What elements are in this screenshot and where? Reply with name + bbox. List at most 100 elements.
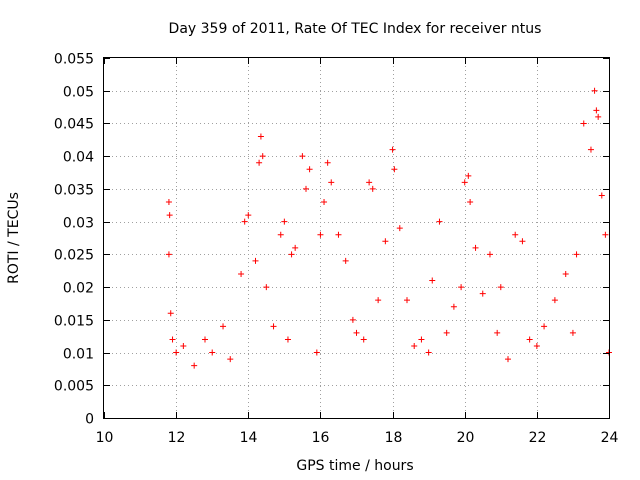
data-point [512,231,519,238]
data-point [169,336,176,343]
x-tick-label: 14 [240,430,258,446]
data-point [256,159,263,166]
data-point [591,87,598,94]
data-point [281,218,288,225]
y-tick-label: 0.025 [54,248,94,264]
data-point [443,329,450,336]
data-point [587,146,594,153]
data-point [252,257,259,264]
axis-ticks [104,58,610,419]
data-point [366,179,373,186]
y-axis-label: ROTI / TECUs [6,192,22,284]
data-point [324,159,331,166]
y-tick-labels: 0 0.005 0.01 0.015 0.02 0.025 0.03 0.035 0.04 0.0… [54,52,94,428]
data-points [165,87,612,369]
data-point [519,238,526,245]
data-point [209,349,216,356]
data-point [573,251,580,258]
plot-frame [103,57,610,419]
data-point [245,212,252,219]
y-tick-label: 0.02 [63,281,94,297]
data-point [411,343,418,349]
data-point [349,316,356,323]
data-point [353,329,360,336]
data-point [202,336,208,343]
y-tick-label: 0.035 [54,183,94,199]
data-point [389,146,396,153]
data-point [429,277,436,284]
data-point [472,244,479,251]
data-point [461,179,468,186]
data-point [288,251,295,258]
data-point [458,284,465,291]
data-point [551,297,558,304]
chart-title: Day 359 of 2011, Rate Of TEC Index for r… [169,21,542,37]
x-tick-label: 12 [168,430,186,446]
data-point [167,310,174,317]
data-point [263,284,270,291]
data-point [391,166,398,173]
data-point [595,113,602,120]
data-point [505,356,511,363]
data-point [292,244,299,251]
data-point [284,336,291,343]
data-point [299,153,306,160]
data-point [335,231,342,238]
data-point [593,107,600,114]
data-point [569,329,576,336]
data-point [220,323,227,330]
data-point [270,323,277,330]
data-point [494,329,501,336]
x-tick-label: 18 [385,430,403,446]
data-point [257,133,264,140]
data-point [425,349,432,356]
data-point [533,343,540,349]
data-point [277,231,284,238]
y-tick-label: 0.03 [63,216,94,232]
data-point [191,362,198,369]
data-point [404,297,410,304]
y-tick-label: 0.045 [54,117,94,133]
data-point [180,343,187,349]
data-point [165,199,172,205]
x-tick-label: 16 [312,430,330,446]
data-point [497,284,504,291]
data-point [375,297,382,304]
data-point [418,336,425,343]
data-point [313,349,320,356]
data-point [321,199,328,205]
data-point [562,271,569,277]
y-tick-label: 0.055 [54,52,94,68]
data-point [369,185,376,192]
y-tick-label: 0.04 [63,150,94,166]
data-point [241,218,248,225]
data-point [259,153,266,160]
data-point [436,218,443,225]
y-tick-label: 0.015 [54,314,94,330]
data-point [238,271,245,277]
y-tick-label: 0 [85,412,94,428]
y-tick-label: 0.005 [54,379,94,395]
data-point [227,356,234,363]
x-tick-label: 20 [457,430,475,446]
data-point [342,257,349,264]
data-point [165,251,172,258]
grid-lines [104,58,609,418]
data-point [598,192,605,199]
data-point [467,199,474,205]
data-point [360,336,367,343]
data-point [396,225,403,232]
data-point [465,172,472,179]
y-tick-label: 0.01 [63,347,94,363]
data-point [317,231,324,238]
x-tick-label: 10 [96,430,114,446]
x-tick-label: 24 [601,430,619,446]
data-point [541,323,548,330]
x-tick-label: 22 [529,430,547,446]
data-point [602,231,609,238]
x-axis-label: GPS time / hours [296,458,413,474]
data-point [526,336,533,343]
data-point [486,251,493,258]
data-point [580,120,587,127]
